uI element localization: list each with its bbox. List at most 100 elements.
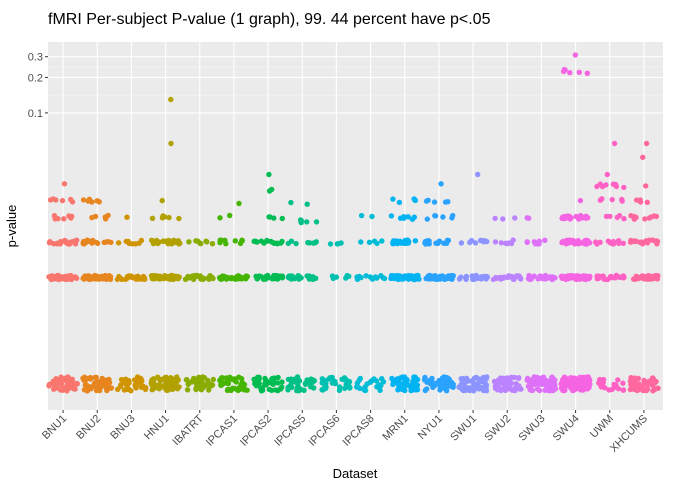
data-point [357, 375, 363, 382]
data-point [543, 377, 549, 384]
data-point [422, 375, 428, 381]
data-point [168, 96, 174, 103]
plot-panel [48, 42, 663, 410]
data-point [468, 237, 475, 244]
data-point [422, 387, 428, 394]
data-point [200, 374, 206, 380]
data-point [474, 383, 480, 390]
data-point [262, 382, 268, 388]
data-point [379, 238, 385, 244]
data-point [72, 240, 78, 246]
data-point [80, 275, 86, 282]
data-point [168, 140, 174, 147]
data-point [66, 213, 72, 219]
data-point [93, 374, 99, 380]
data-point [96, 383, 102, 389]
data-point [431, 199, 438, 205]
data-point [537, 381, 543, 387]
data-point [644, 386, 651, 392]
data-point [644, 199, 650, 205]
data-point [51, 382, 57, 388]
data-point [379, 376, 385, 382]
data-point [440, 214, 446, 220]
data-point [236, 374, 242, 380]
data-point [477, 379, 483, 385]
data-point [580, 380, 587, 386]
data-point [621, 216, 627, 222]
data-point [62, 237, 68, 244]
x-tick-label: BNU1 [40, 413, 69, 442]
data-point [184, 274, 191, 281]
y-tick-label: 0.1 [28, 108, 43, 120]
data-point [197, 240, 203, 246]
data-point [559, 385, 565, 391]
data-point [470, 379, 476, 386]
data-point [96, 199, 102, 205]
y-axis-title: p-value [4, 205, 19, 248]
data-point [116, 273, 122, 280]
data-point [105, 239, 112, 245]
data-point [460, 387, 467, 394]
data-point [402, 378, 408, 385]
data-point [217, 276, 224, 282]
data-point [642, 380, 648, 386]
data-point [159, 215, 166, 221]
data-point [458, 384, 464, 390]
data-point [369, 276, 376, 282]
data-point [571, 274, 577, 280]
data-point [458, 240, 465, 246]
x-tick-label: IBATRT [170, 412, 206, 448]
data-point [437, 387, 443, 393]
data-point [582, 275, 589, 281]
data-point [191, 375, 197, 382]
data-point [495, 377, 501, 383]
data-point [65, 386, 71, 392]
data-point [615, 377, 621, 383]
data-point [60, 387, 66, 393]
data-point [166, 274, 172, 280]
data-point [621, 274, 627, 281]
data-point [304, 219, 310, 225]
data-point [294, 375, 300, 382]
data-point [388, 213, 395, 219]
data-point [635, 383, 642, 389]
data-point [640, 387, 646, 394]
data-point [217, 215, 223, 221]
data-point [343, 381, 349, 387]
data-point [605, 276, 611, 283]
data-point [74, 381, 81, 387]
data-point [347, 385, 353, 391]
data-point [443, 388, 450, 394]
data-point [642, 216, 648, 222]
data-point [559, 275, 565, 281]
data-point [279, 215, 285, 222]
x-tick-label: UWM [588, 413, 616, 441]
data-point [516, 386, 523, 392]
data-point [650, 388, 656, 394]
data-point [279, 275, 285, 281]
data-point [620, 240, 626, 246]
data-point [411, 381, 417, 387]
data-point [106, 275, 113, 282]
data-point [524, 375, 531, 382]
data-point [103, 216, 109, 222]
data-point [374, 275, 380, 281]
data-point [86, 276, 92, 283]
data-point [511, 374, 518, 381]
data-point [85, 375, 91, 382]
data-point [232, 238, 238, 244]
data-point [613, 272, 619, 279]
data-point [480, 274, 487, 280]
data-point [266, 188, 273, 194]
data-point [115, 240, 122, 246]
data-point [377, 387, 383, 393]
data-point [159, 197, 165, 204]
data-point [151, 274, 158, 281]
data-point [545, 383, 552, 390]
data-point [565, 275, 572, 282]
data-point [529, 377, 535, 383]
data-point [620, 380, 626, 386]
data-point [186, 239, 192, 245]
data-point [441, 240, 447, 246]
data-point [121, 387, 128, 393]
